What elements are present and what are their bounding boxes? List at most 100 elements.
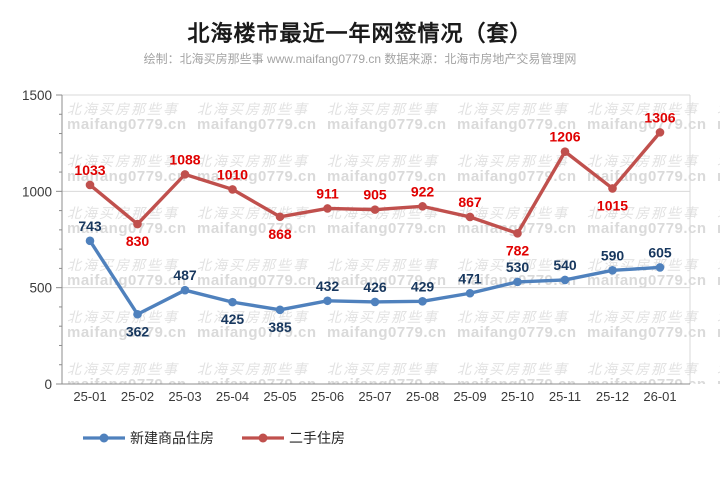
data-label: 471 — [458, 270, 482, 286]
chart-subtitle: 绘制：北海买房那些事 www.maifang0779.cn 数据来源：北海市房地… — [143, 52, 577, 66]
data-point — [418, 297, 427, 306]
data-label: 1088 — [169, 151, 200, 167]
watermark-text-cjk: 北海买房那些事 — [327, 257, 439, 273]
data-label: 743 — [78, 218, 102, 234]
data-label: 429 — [411, 278, 435, 294]
legend-item-1: 二手住房 — [242, 428, 345, 448]
watermark-text-url: maifang0779.cn — [587, 377, 707, 384]
watermark-text-cjk: 北海买房那些事 — [457, 257, 569, 273]
watermark-text-url: maifang0779.cn — [717, 169, 720, 184]
watermark-text-url: maifang0779.cn — [717, 377, 720, 384]
watermark-text-cjk: 北海买房那些事 — [457, 309, 569, 325]
series-line-二手住房 — [88, 130, 662, 236]
legend-item-0: 新建商品住房 — [83, 428, 214, 448]
x-axis-label: 25-04 — [216, 389, 249, 404]
watermark-text-url: maifang0779.cn — [327, 168, 447, 185]
watermark-text-url: maifang0779.cn — [197, 324, 317, 341]
watermark-text-cjk: 北海买房那些事 — [457, 205, 569, 221]
watermark-text-url: maifang0779.cn — [457, 324, 577, 341]
data-point — [608, 266, 617, 275]
watermark-text-cjk: 北海买房那些事 — [197, 101, 309, 117]
data-point — [370, 297, 380, 307]
data-label: 1306 — [644, 109, 675, 125]
data-label: 426 — [363, 279, 387, 295]
watermark-text-cjk: 北海买房那些事 — [457, 153, 569, 169]
data-label: 530 — [506, 259, 530, 275]
x-axis-label: 25-10 — [501, 389, 534, 404]
data-point — [655, 128, 665, 137]
watermark-text-url: maifang0779.cn — [717, 325, 720, 340]
watermark-text-url: maifang0779.cn — [717, 273, 720, 288]
data-label: 830 — [126, 233, 150, 249]
watermark-text-url: maifang0779.cn — [717, 221, 720, 236]
data-point — [560, 147, 570, 156]
data-label: 385 — [268, 319, 292, 335]
legend-marker-icon — [242, 433, 284, 443]
data-label: 922 — [411, 183, 435, 199]
data-point — [180, 285, 190, 295]
watermark-layer: 北海买房那些事 maifang0779.cn 北海买房那些事 maifang0779.… — [63, 96, 720, 385]
chart-legend: 新建商品住房 二手住房 — [83, 428, 345, 448]
x-axis-label: 25-06 — [311, 389, 344, 404]
data-label: 1033 — [74, 162, 105, 178]
watermark-text-url: maifang0779.cn — [197, 272, 317, 289]
watermark-text-cjk: 北海买房那些事 — [327, 153, 439, 169]
watermark-text-cjk: 北海买房那些事 — [197, 257, 309, 273]
data-label: 1015 — [597, 197, 628, 213]
watermark-text-url: maifang0779.cn — [587, 324, 707, 341]
watermark-text-cjk: 北海买房那些事 — [587, 205, 699, 221]
data-label: 867 — [458, 194, 482, 210]
watermark-text-cjk: 北海买房那些事 — [587, 361, 699, 377]
data-point — [513, 229, 522, 238]
data-point — [228, 185, 237, 194]
watermark-text-url: maifang0779.cn — [67, 324, 187, 341]
y-axis-label: 1000 — [22, 184, 52, 199]
watermark-text-url: maifang0779.cn — [67, 272, 187, 289]
watermark-text-url: maifang0779.cn — [327, 377, 447, 384]
watermark-text-cjk: 北海买房那些事 — [717, 154, 720, 169]
x-axis-label: 25-05 — [263, 389, 296, 404]
watermark-text-cjk: 北海买房那些事 — [327, 361, 439, 377]
watermark-text-url: maifang0779.cn — [457, 168, 577, 185]
watermark-text-cjk: 北海买房那些事 — [67, 361, 179, 377]
data-label: 425 — [221, 311, 245, 327]
watermark-text-url: maifang0779.cn — [197, 377, 317, 384]
data-point — [323, 296, 332, 306]
data-point — [608, 184, 617, 193]
watermark-text-url: maifang0779.cn — [457, 220, 577, 237]
watermark-text-url: maifang0779.cn — [197, 116, 317, 133]
legend-marker-icon — [83, 433, 125, 443]
watermark-text-cjk: 北海买房那些事 — [197, 153, 309, 169]
data-point — [275, 305, 285, 315]
watermark-text-url: maifang0779.cn — [327, 220, 447, 237]
data-label: 868 — [268, 226, 292, 242]
watermark-text-cjk: 北海买房那些事 — [717, 206, 720, 221]
data-label: 782 — [506, 242, 530, 258]
data-label: 362 — [126, 323, 150, 339]
watermark-text-url: maifang0779.cn — [67, 220, 187, 237]
x-axis-label: 26-01 — [643, 389, 676, 404]
watermark-text-url: maifang0779.cn — [587, 116, 707, 133]
watermark-text-cjk: 北海买房那些事 — [457, 101, 569, 117]
x-axis-label: 25-11 — [549, 389, 581, 404]
data-label: 1010 — [217, 166, 248, 182]
data-label: 540 — [553, 257, 577, 273]
data-point — [418, 202, 427, 211]
